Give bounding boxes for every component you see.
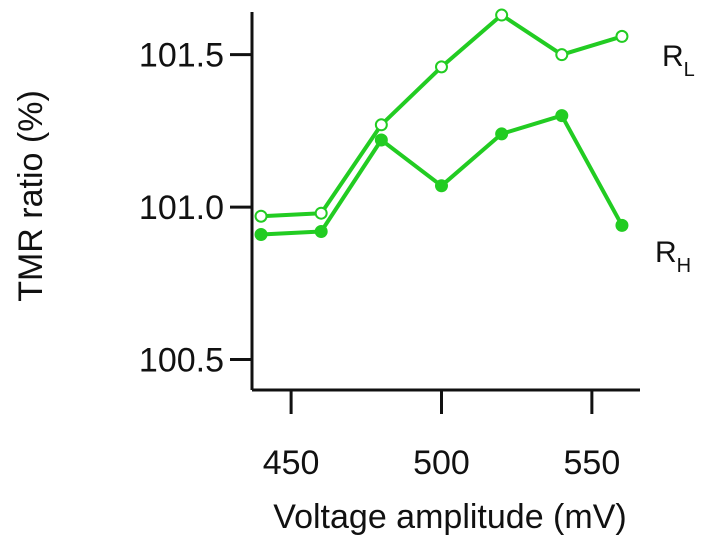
y-ticks: 100.5 101.0 101.5 (139, 37, 252, 380)
y-tick-label: 101.0 (139, 189, 224, 227)
series-rl (254, 8, 629, 223)
series-rh-point (314, 224, 328, 238)
x-tick-label: 500 (413, 444, 470, 482)
series-rl-point (495, 8, 509, 22)
series-rl-point (254, 209, 268, 223)
series-rh-point (434, 179, 448, 193)
series-rl-point (434, 60, 448, 74)
x-ticks: 450 500 550 (263, 390, 621, 482)
series-rl-point (555, 48, 569, 62)
series-label-rh-sub: H (677, 255, 691, 277)
series-rh (254, 109, 629, 242)
x-tick-label: 450 (263, 444, 320, 482)
series-rh-point (254, 228, 268, 242)
series-rh-point (495, 127, 509, 141)
series-rl-point (615, 29, 629, 43)
y-tick-label: 100.5 (139, 342, 224, 380)
series-label-rl-main: R (662, 40, 684, 73)
series-label-rh-main: R (655, 236, 677, 269)
series-rl-point (374, 118, 388, 132)
series-rh-point (374, 133, 388, 147)
series-label-rl-sub: L (684, 59, 695, 81)
y-axis-title: TMR ratio (%) (12, 90, 50, 302)
series-label-rl: RL (662, 40, 695, 81)
series-rh-point (555, 109, 569, 123)
x-axis-title: Voltage amplitude (mV) (273, 498, 626, 536)
series-group (254, 8, 629, 242)
series-rh-line (260, 113, 624, 237)
series-rh-point (615, 218, 629, 232)
x-tick-label: 550 (564, 444, 621, 482)
series-label-rh: RH (655, 236, 691, 277)
y-tick-label: 101.5 (139, 37, 224, 75)
series-rl-point (314, 206, 328, 220)
